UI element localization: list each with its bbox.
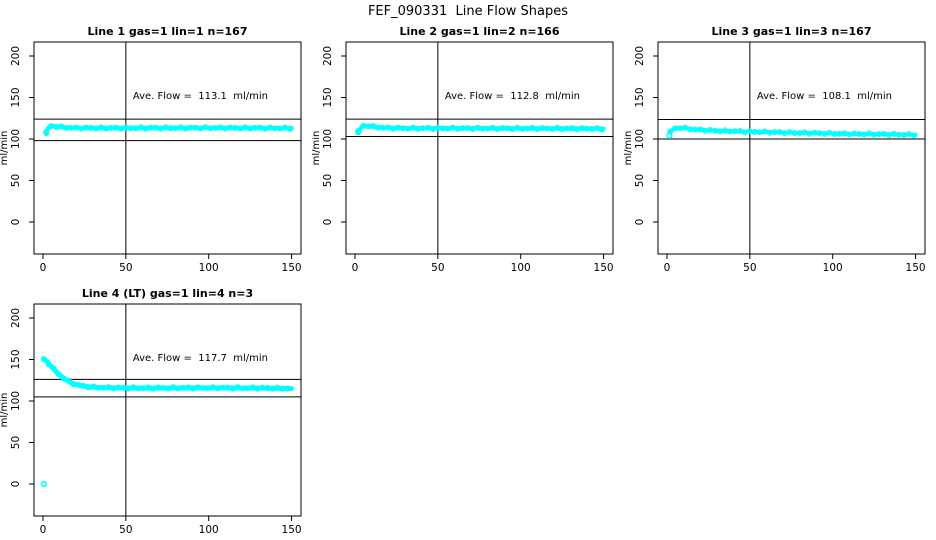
- svg-text:150: 150: [634, 87, 646, 107]
- svg-text:100: 100: [322, 129, 334, 149]
- svg-text:Ave. Flow = 117.7 ml/min: Ave. Flow = 117.7 ml/min: [133, 353, 268, 364]
- svg-text:150: 150: [10, 349, 22, 369]
- panel-line-1: Line 1 gas=1 lin=1 n=167 0 50 100 150 0 50 100…: [0, 24, 312, 286]
- svg-text:50: 50: [119, 262, 132, 274]
- panel-line-4: Line 4 (LT) gas=1 lin=4 n=3 0 50 100 150 0 50…: [0, 286, 312, 540]
- svg-text:0: 0: [634, 219, 646, 226]
- svg-text:0: 0: [352, 262, 359, 274]
- panel-title: Line 1 gas=1 lin=1 n=167: [87, 25, 248, 38]
- svg-text:100: 100: [511, 262, 531, 274]
- svg-text:0: 0: [40, 524, 47, 536]
- svg-text:200: 200: [634, 46, 646, 66]
- svg-text:50: 50: [10, 174, 22, 187]
- svg-text:ml/min: ml/min: [0, 131, 10, 166]
- svg-text:150: 150: [10, 87, 22, 107]
- flow-plot: 0 50 100 150 0 50 100 150 200 ml/min Ave. Flow = 1…: [0, 41, 302, 274]
- panel-line-3: Line 3 gas=1 lin=3 n=167 0 50 100 150 0 50 100…: [624, 24, 936, 286]
- main-title: FEF_090331 Line Flow Shapes: [367, 4, 569, 19]
- svg-text:200: 200: [322, 46, 334, 66]
- panel-title: Line 4 (LT) gas=1 lin=4 n=3: [81, 287, 254, 300]
- svg-text:0: 0: [322, 219, 334, 226]
- svg-text:150: 150: [282, 262, 302, 274]
- svg-text:150: 150: [322, 87, 334, 107]
- svg-text:Ave. Flow = 108.1 ml/min: Ave. Flow = 108.1 ml/min: [757, 91, 892, 102]
- svg-text:50: 50: [431, 262, 444, 274]
- svg-text:100: 100: [10, 129, 22, 149]
- svg-text:50: 50: [634, 174, 646, 187]
- svg-text:200: 200: [10, 308, 22, 328]
- panel-line-2: Line 2 gas=1 lin=2 n=166 0 50 100 150 0 50 100…: [312, 24, 624, 286]
- svg-text:0: 0: [10, 219, 22, 226]
- flow-plot: 0 50 100 150 0 50 100 150 200 ml/min Ave. Flow = 1…: [312, 41, 614, 274]
- svg-text:ml/min: ml/min: [312, 131, 322, 166]
- svg-text:Ave. Flow = 112.8 ml/min: Ave. Flow = 112.8 ml/min: [445, 91, 580, 102]
- svg-text:ml/min: ml/min: [624, 131, 634, 166]
- svg-text:100: 100: [823, 262, 843, 274]
- svg-text:100: 100: [634, 129, 646, 149]
- svg-text:50: 50: [743, 262, 756, 274]
- svg-text:200: 200: [10, 46, 22, 66]
- svg-text:100: 100: [10, 391, 22, 411]
- svg-text:50: 50: [119, 524, 132, 536]
- svg-text:0: 0: [40, 262, 47, 274]
- svg-text:150: 150: [594, 262, 614, 274]
- panel-title: Line 2 gas=1 lin=2 n=166: [399, 25, 560, 38]
- flow-plot: 0 50 100 150 0 50 100 150 200 ml/min Ave. Flow = 1…: [624, 41, 926, 274]
- svg-text:150: 150: [282, 524, 302, 536]
- flow-plot: 0 50 100 150 0 50 100 150 200 ml/min Ave. Flow = 1…: [0, 303, 302, 536]
- svg-text:100: 100: [199, 262, 219, 274]
- svg-text:Ave. Flow = 113.1 ml/min: Ave. Flow = 113.1 ml/min: [133, 91, 268, 102]
- svg-text:50: 50: [322, 174, 334, 187]
- svg-text:ml/min: ml/min: [0, 393, 10, 428]
- svg-text:50: 50: [10, 436, 22, 449]
- panel-title: Line 3 gas=1 lin=3 n=167: [711, 25, 872, 38]
- svg-text:150: 150: [906, 262, 926, 274]
- svg-text:0: 0: [664, 262, 671, 274]
- svg-text:0: 0: [10, 481, 22, 488]
- svg-text:100: 100: [199, 524, 219, 536]
